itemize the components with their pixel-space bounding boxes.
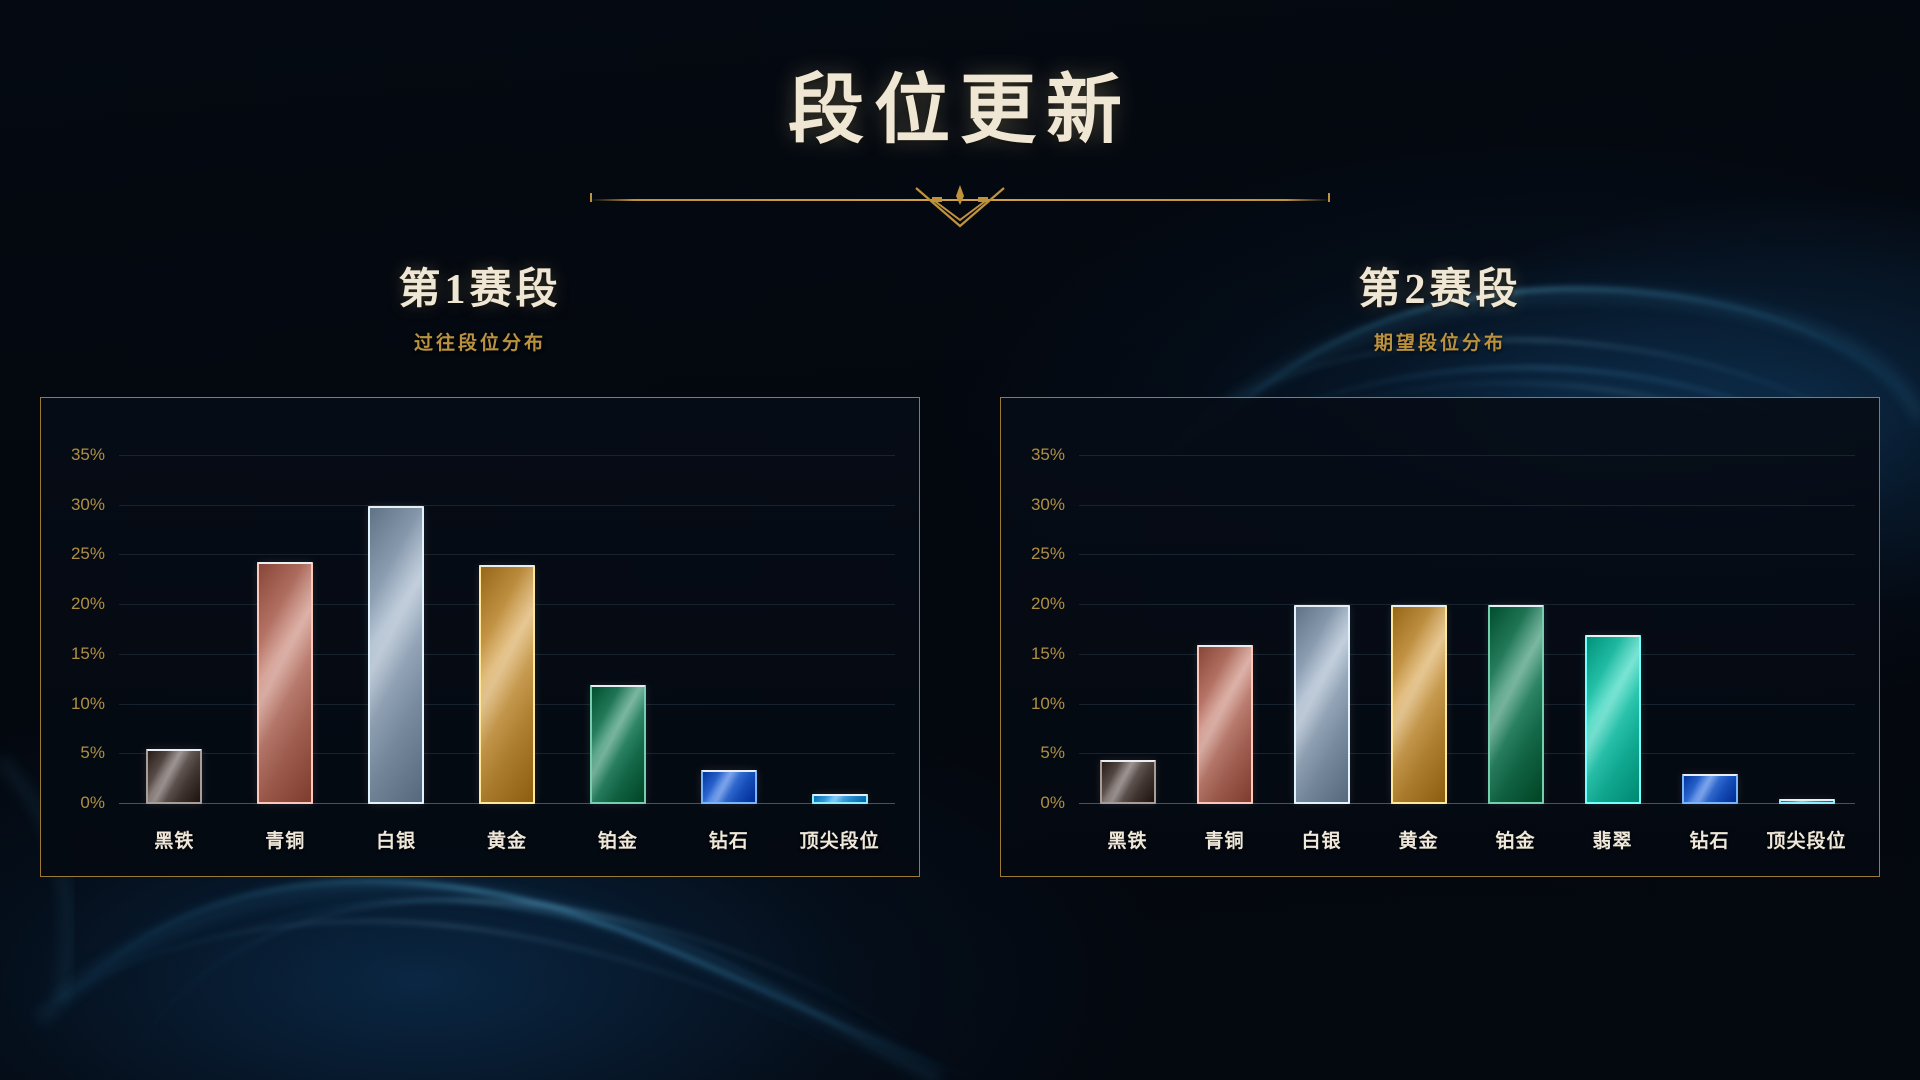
x-axis-tick-label: 黑铁: [154, 830, 195, 852]
y-axis-tick-label: 30%: [1030, 494, 1065, 514]
divider-cap-right: [1328, 193, 1330, 202]
gridline: 30%: [1031, 495, 1855, 514]
y-axis-tick-label: 25%: [1030, 544, 1065, 564]
x-axis-tick-label: 钻石: [1689, 830, 1730, 852]
bar[interactable]: [1681, 774, 1738, 804]
gridline: 25%: [1031, 544, 1855, 563]
bar-slot: [1564, 436, 1661, 804]
x-axis-tick-label: 黄金: [1398, 830, 1439, 852]
divider-cap-left: [590, 193, 592, 202]
bar-slot: [1273, 436, 1370, 804]
page-title: 段位更新: [788, 69, 1132, 153]
bar[interactable]: [146, 749, 203, 804]
bar[interactable]: [1099, 760, 1156, 804]
bar[interactable]: [1196, 644, 1253, 804]
bar-slot: [784, 436, 895, 804]
gridline: 0%: [1040, 793, 1855, 812]
panel-1-title: 第1赛段: [398, 267, 562, 313]
chart-1-plot: 0% 5% 10% 15% 20% 25% 30% 35%: [71, 436, 895, 812]
gridline: 10%: [1031, 694, 1855, 713]
x-axis-tick-label: 铂金: [1495, 830, 1536, 852]
bar-slot: [1370, 436, 1467, 804]
y-axis-tick-label: 15%: [1030, 643, 1065, 663]
bar-slot: [341, 436, 452, 804]
chevron-emblem-icon: [894, 180, 1026, 233]
bar-slot: [452, 436, 563, 804]
charts-container: 第1赛段 过往段位分布 0% 5% 10% 15% 20% 25% 30% 35% 黑铁 青铜 白…: [0, 255, 1920, 877]
bar-slot: [230, 436, 341, 804]
y-axis-tick-label: 35%: [70, 444, 105, 464]
title-divider: [590, 180, 1330, 228]
x-axis-tick-label: 铂金: [597, 830, 638, 852]
chart-1-xaxis-labels: 黑铁 青铜 白银 黄金 铂金 钻石 顶尖段位: [119, 822, 895, 856]
x-axis-tick-label: 白银: [376, 830, 417, 852]
bar[interactable]: [700, 770, 757, 804]
gridline: 30%: [71, 495, 895, 514]
y-axis-tick-label: 20%: [70, 594, 105, 614]
y-axis-tick-label: 20%: [1030, 594, 1065, 614]
y-axis-tick-label: 35%: [1030, 444, 1065, 464]
bar-slot: [119, 436, 230, 804]
bar[interactable]: [589, 684, 646, 804]
bar-slot: [673, 436, 784, 804]
chart-1-bars: [119, 436, 895, 804]
chart-2-gridlines: 0% 5% 10% 15% 20% 25% 30% 35%: [1031, 436, 1855, 812]
x-axis-tick-label: 青铜: [1204, 830, 1245, 852]
bar-slot: [1758, 436, 1855, 804]
y-axis-tick-label: 5%: [80, 743, 105, 763]
gridline: 20%: [1031, 594, 1855, 613]
bar-slot: [1467, 436, 1564, 804]
bar-slot: [562, 436, 673, 804]
x-axis-tick-label: 黄金: [487, 830, 528, 852]
gridline: 35%: [71, 445, 895, 464]
gridline: 35%: [1031, 445, 1855, 464]
x-axis-tick-label: 顶尖段位: [1766, 830, 1847, 852]
y-axis-tick-label: 25%: [70, 544, 105, 564]
x-axis-tick-label: 青铜: [265, 830, 306, 852]
bar[interactable]: [479, 565, 535, 804]
bar[interactable]: [1584, 634, 1641, 804]
bar-slot: [1661, 436, 1758, 804]
panel-2-subtitle: 期望段位分布: [1373, 333, 1506, 354]
y-axis-tick-label: 0%: [1040, 793, 1065, 812]
panel-2-title: 第2赛段: [1358, 267, 1522, 313]
chart-2-plot: 0% 5% 10% 15% 20% 25% 30% 35%: [1031, 436, 1855, 812]
chart-2-bars: [1079, 436, 1855, 804]
panel-1-subtitle: 过往段位分布: [413, 333, 546, 354]
x-axis-tick-label: 白银: [1301, 830, 1342, 852]
panel-season-2: 第2赛段 期望段位分布 0% 5% 10% 15% 20% 25% 30% 35% 黑铁 青铜 白…: [960, 255, 1920, 877]
y-axis-tick-label: 15%: [70, 643, 105, 663]
gridline: 25%: [71, 544, 895, 563]
bar[interactable]: [1487, 605, 1544, 804]
y-axis-tick-label: 5%: [1040, 743, 1065, 763]
bar[interactable]: [257, 562, 314, 804]
bar-slot: [1176, 436, 1273, 804]
x-axis-tick-label: 钻石: [708, 830, 749, 852]
x-axis-tick-label: 翡翠: [1592, 830, 1633, 852]
y-axis-tick-label: 0%: [80, 793, 105, 812]
y-axis-tick-label: 10%: [1030, 693, 1065, 713]
panel-season-1: 第1赛段 过往段位分布 0% 5% 10% 15% 20% 25% 30% 35% 黑铁 青铜 白…: [0, 255, 960, 877]
chart-2-frame: 0% 5% 10% 15% 20% 25% 30% 35% 黑铁 青铜 白银 黄金 铂金 翡翠 钻石 顶尖段…: [1000, 397, 1880, 877]
y-axis-tick-label: 30%: [70, 494, 105, 514]
chart-2-xaxis-labels: 黑铁 青铜 白银 黄金 铂金 翡翠 钻石 顶尖段位: [1079, 822, 1855, 856]
bar[interactable]: [368, 505, 425, 804]
y-axis-tick-label: 10%: [70, 693, 105, 713]
bar[interactable]: [1293, 605, 1350, 804]
gridline: 5%: [1040, 743, 1855, 762]
bar[interactable]: [1778, 799, 1835, 804]
bar[interactable]: [1390, 605, 1447, 804]
chart-1-frame: 0% 5% 10% 15% 20% 25% 30% 35% 黑铁 青铜 白银 黄金 铂金 钻石 顶尖段位: [40, 397, 920, 877]
x-axis-tick-label: 黑铁: [1107, 830, 1148, 852]
bar[interactable]: [811, 794, 868, 804]
gridline: 15%: [1031, 644, 1855, 663]
bar-slot: [1079, 436, 1176, 804]
x-axis-tick-label: 顶尖段位: [799, 830, 880, 852]
slide-header: 段位更新: [0, 0, 1920, 228]
